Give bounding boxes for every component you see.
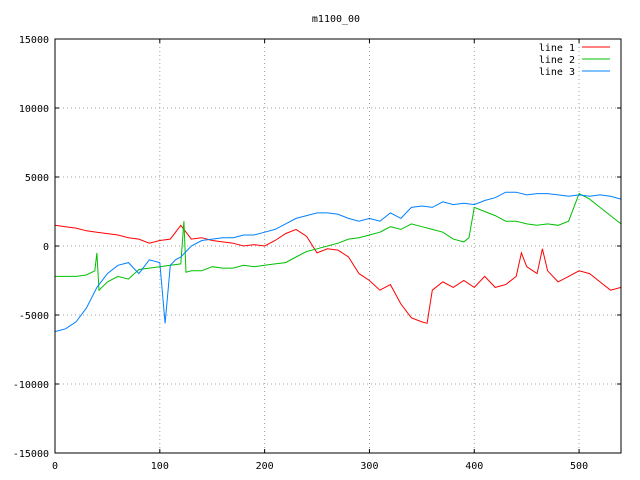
- grid: [55, 39, 621, 453]
- x-tick-label: 400: [465, 461, 483, 472]
- series-line-1: [54, 224, 622, 324]
- x-tick-label: 0: [52, 461, 58, 472]
- y-axis-ticks: -15000 -10000 -5000 0 5000 10000 15000: [13, 35, 621, 460]
- chart-title: m1100_00: [312, 14, 360, 25]
- y-tick-label: 0: [43, 242, 49, 253]
- y-tick-label: 10000: [19, 104, 49, 115]
- legend-label: line 1: [539, 43, 575, 54]
- series-line-2: [55, 192, 622, 292]
- x-tick-label: 500: [570, 461, 588, 472]
- legend-label: line 3: [539, 67, 575, 78]
- x-tick-label: 100: [151, 461, 169, 472]
- y-tick-label: -10000: [13, 380, 49, 391]
- y-tick-label: -5000: [19, 311, 49, 322]
- y-tick-label: 5000: [25, 173, 49, 184]
- legend-label: line 2: [539, 55, 575, 66]
- series-layer: [54, 191, 622, 333]
- y-tick-label: -15000: [13, 449, 49, 460]
- x-tick-label: 300: [360, 461, 378, 472]
- x-tick-label: 200: [256, 461, 274, 472]
- series-line-3: [54, 191, 622, 333]
- y-tick-label: 15000: [19, 35, 49, 46]
- x-axis-ticks: 0 100 200 300 400 500: [52, 39, 588, 472]
